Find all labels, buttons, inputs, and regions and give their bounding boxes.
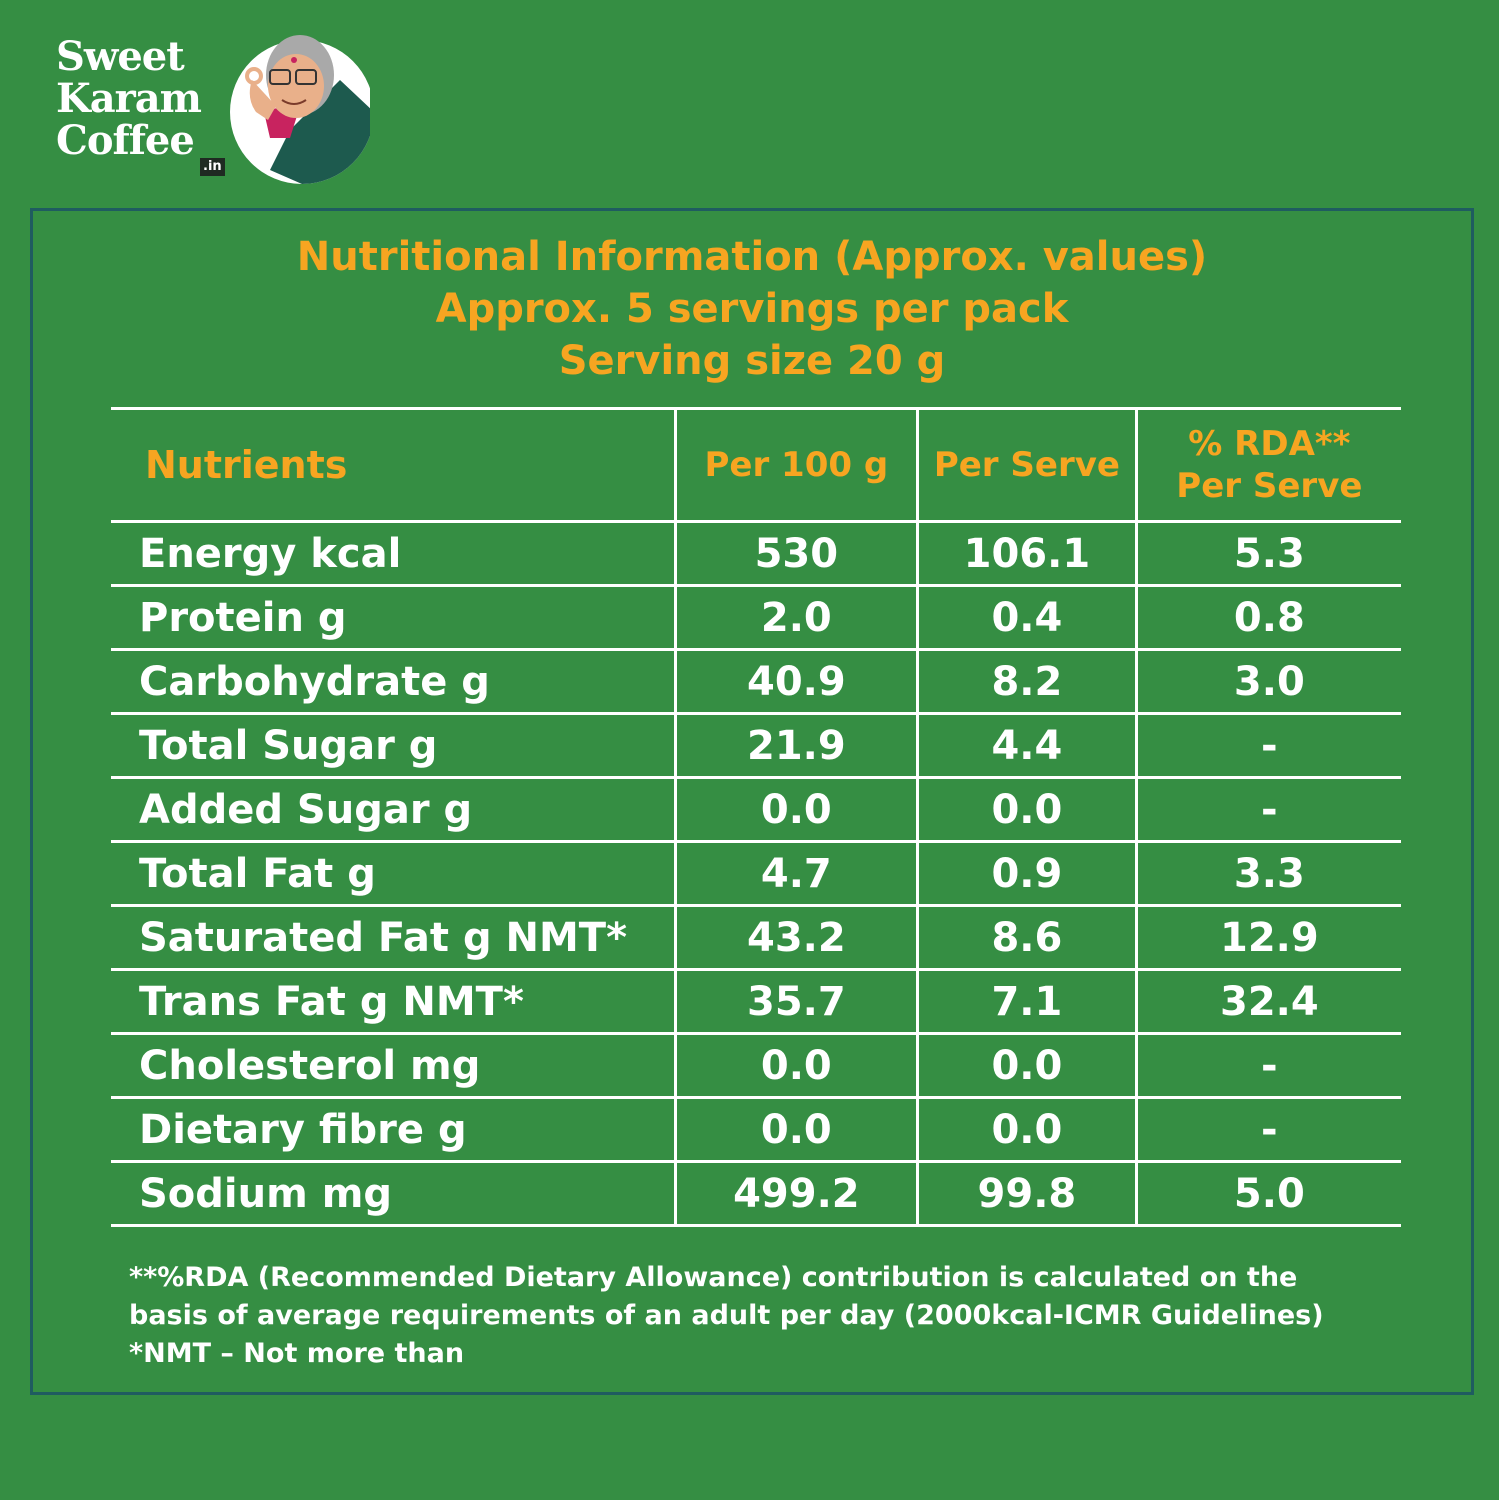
- per-100g-value: 0.0: [673, 777, 920, 843]
- panel-heading: Nutritional Information (Approx. values)…: [33, 231, 1471, 387]
- nutrient-name: Cholesterol mg: [111, 1033, 677, 1099]
- rda-value: 5.3: [1134, 521, 1401, 587]
- per-serve-value: 0.0: [916, 1033, 1138, 1099]
- per-100g-value: 2.0: [673, 585, 920, 651]
- per-100g-value: 21.9: [673, 713, 920, 779]
- footnote-line-3: *NMT – Not more than: [129, 1338, 465, 1369]
- nutrient-name: Trans Fat g NMT*: [111, 969, 677, 1035]
- per-100g-value: 499.2: [673, 1161, 920, 1227]
- grandmother-illustration-icon: [230, 35, 370, 184]
- per-100g-value: 0.0: [673, 1033, 920, 1099]
- per-serve-value: 0.4: [916, 585, 1138, 651]
- header-rda-line-2: Per Serve: [1176, 466, 1363, 506]
- brand-line-3: Coffee: [56, 117, 195, 164]
- nutrition-table: Nutrients Per 100 g Per Serve % RDA** Pe…: [111, 407, 1401, 1227]
- rda-value: 32.4: [1134, 969, 1401, 1035]
- per-serve-value: 0.0: [916, 777, 1138, 843]
- nutrient-name: Total Fat g: [111, 841, 677, 907]
- footnotes: **%RDA (Recommended Dietary Allowance) c…: [129, 1259, 1389, 1373]
- nutrient-name: Added Sugar g: [111, 777, 677, 843]
- header-per-100g: Per 100 g: [673, 407, 920, 523]
- per-serve-value: 4.4: [916, 713, 1138, 779]
- table-row: Carbohydrate g 40.9 8.2 3.0: [111, 649, 1401, 715]
- rda-value: -: [1134, 1033, 1401, 1099]
- rda-value: -: [1134, 1097, 1401, 1163]
- table-row: Energy kcal 530 106.1 5.3: [111, 521, 1401, 587]
- per-serve-value: 106.1: [916, 521, 1138, 587]
- rda-value: 0.8: [1134, 585, 1401, 651]
- table-row: Saturated Fat g NMT* 43.2 8.6 12.9: [111, 905, 1401, 971]
- table-row: Trans Fat g NMT* 35.7 7.1 32.4: [111, 969, 1401, 1035]
- rda-value: -: [1134, 713, 1401, 779]
- rda-value: -: [1134, 777, 1401, 843]
- per-serve-value: 7.1: [916, 969, 1138, 1035]
- table-header-row: Nutrients Per 100 g Per Serve % RDA** Pe…: [111, 407, 1401, 523]
- nutrition-panel: Nutritional Information (Approx. values)…: [30, 208, 1474, 1395]
- nutrient-name: Protein g: [111, 585, 677, 651]
- table-row: Added Sugar g 0.0 0.0 -: [111, 777, 1401, 843]
- rda-value: 3.3: [1134, 841, 1401, 907]
- brand-tld: .in: [200, 158, 225, 176]
- table-row: Total Sugar g 21.9 4.4 -: [111, 713, 1401, 779]
- per-serve-value: 0.9: [916, 841, 1138, 907]
- footnote-line-2: basis of average requirements of an adul…: [129, 1300, 1324, 1331]
- per-100g-value: 35.7: [673, 969, 920, 1035]
- table-row: Cholesterol mg 0.0 0.0 -: [111, 1033, 1401, 1099]
- header-rda: % RDA** Per Serve: [1134, 407, 1401, 523]
- header-per-serve: Per Serve: [916, 407, 1138, 523]
- per-serve-value: 0.0: [916, 1097, 1138, 1163]
- panel-title: Nutritional Information (Approx. values): [296, 234, 1208, 280]
- header-rda-line-1: % RDA**: [1188, 424, 1351, 464]
- per-100g-value: 43.2: [673, 905, 920, 971]
- per-serve-value: 8.2: [916, 649, 1138, 715]
- nutrient-name: Energy kcal: [111, 521, 677, 587]
- nutrient-name: Total Sugar g: [111, 713, 677, 779]
- brand-line-2: Karam: [56, 75, 202, 122]
- per-100g-value: 0.0: [673, 1097, 920, 1163]
- rda-value: 5.0: [1134, 1161, 1401, 1227]
- nutrient-name: Sodium mg: [111, 1161, 677, 1227]
- table-row: Dietary fibre g 0.0 0.0 -: [111, 1097, 1401, 1163]
- footnote-line-1: **%RDA (Recommended Dietary Allowance) c…: [129, 1262, 1298, 1293]
- per-100g-value: 4.7: [673, 841, 920, 907]
- table-row: Sodium mg 499.2 99.8 5.0: [111, 1161, 1401, 1227]
- nutrient-name: Carbohydrate g: [111, 649, 677, 715]
- per-100g-value: 40.9: [673, 649, 920, 715]
- brand-line-1: Sweet: [56, 33, 185, 80]
- header-nutrients: Nutrients: [111, 407, 677, 523]
- brand-wordmark: Sweet Karam Coffee: [56, 33, 202, 164]
- brand-logo: Sweet Karam Coffee .in: [50, 20, 370, 190]
- table-row: Protein g 2.0 0.4 0.8: [111, 585, 1401, 651]
- rda-value: 3.0: [1134, 649, 1401, 715]
- nutrient-name: Saturated Fat g NMT*: [111, 905, 677, 971]
- servings-per-pack: Approx. 5 servings per pack: [435, 286, 1069, 332]
- per-100g-value: 530: [673, 521, 920, 587]
- rda-value: 12.9: [1134, 905, 1401, 971]
- nutrient-name: Dietary fibre g: [111, 1097, 677, 1163]
- per-serve-value: 99.8: [916, 1161, 1138, 1227]
- per-serve-value: 8.6: [916, 905, 1138, 971]
- serving-size: Serving size 20 g: [558, 338, 946, 384]
- table-row: Total Fat g 4.7 0.9 3.3: [111, 841, 1401, 907]
